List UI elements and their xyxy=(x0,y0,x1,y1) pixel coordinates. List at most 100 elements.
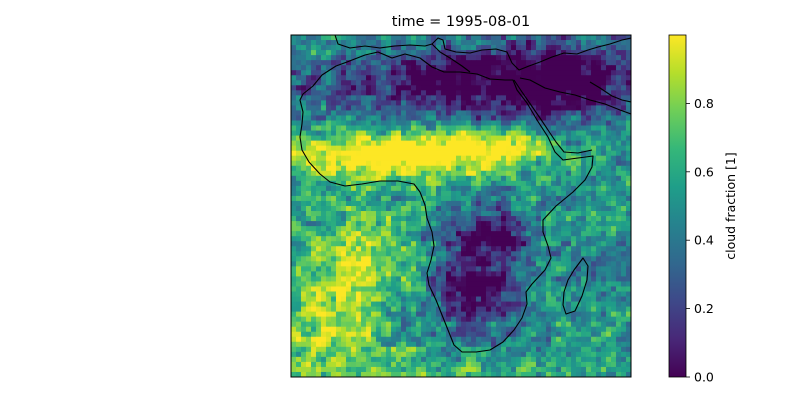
grid-cell xyxy=(301,256,307,262)
grid-cell xyxy=(421,236,427,242)
grid-cell xyxy=(291,236,297,242)
grid-cell xyxy=(571,150,577,157)
grid-cell xyxy=(571,130,577,136)
grid-cell xyxy=(356,241,362,247)
grid-cell xyxy=(386,155,392,162)
grid-cell xyxy=(591,331,597,338)
grid-cell xyxy=(311,306,317,313)
grid-cell xyxy=(521,180,527,187)
grid-cell xyxy=(566,231,572,237)
grid-cell xyxy=(341,90,347,96)
grid-cell xyxy=(346,326,352,333)
grid-cell xyxy=(381,251,387,257)
grid-cell xyxy=(361,145,367,152)
grid-cell xyxy=(621,145,627,152)
grid-cell xyxy=(506,145,512,152)
grid-cell xyxy=(501,236,507,242)
grid-cell xyxy=(381,120,387,126)
grid-cell xyxy=(311,266,317,272)
grid-cell xyxy=(301,371,307,377)
grid-cell xyxy=(581,135,587,142)
grid-cell xyxy=(616,95,622,101)
grid-cell xyxy=(311,296,317,302)
grid-cell xyxy=(511,170,517,177)
grid-cell xyxy=(346,331,352,338)
grid-cell xyxy=(371,170,377,177)
grid-cell xyxy=(296,301,302,307)
grid-cell xyxy=(526,50,532,56)
grid-cell xyxy=(481,45,487,51)
grid-cell xyxy=(341,75,347,81)
grid-cell xyxy=(471,200,477,207)
grid-cell xyxy=(456,65,462,71)
grid-cell xyxy=(511,266,517,272)
grid-cell xyxy=(391,296,397,302)
grid-cell xyxy=(401,35,407,41)
grid-cell xyxy=(626,216,631,222)
grid-cell xyxy=(331,291,337,297)
grid-cell xyxy=(456,216,462,222)
grid-cell xyxy=(391,371,397,377)
grid-cell xyxy=(326,80,332,86)
grid-cell xyxy=(531,361,537,368)
grid-cell xyxy=(571,35,577,41)
grid-cell xyxy=(446,145,452,152)
grid-cell xyxy=(581,80,587,86)
grid-cell xyxy=(481,115,487,121)
grid-cell xyxy=(601,180,607,187)
grid-cell xyxy=(506,281,512,287)
grid-cell xyxy=(311,135,317,142)
grid-cell xyxy=(556,221,562,227)
grid-cell xyxy=(316,306,322,313)
grid-cell xyxy=(541,311,547,318)
grid-cell xyxy=(596,301,602,307)
grid-cell xyxy=(321,55,327,61)
grid-cell xyxy=(401,356,407,363)
grid-cell xyxy=(466,60,472,66)
grid-cell xyxy=(501,241,507,247)
grid-cell xyxy=(571,261,577,267)
grid-cell xyxy=(521,100,527,106)
grid-cell xyxy=(381,200,387,207)
grid-cell xyxy=(301,311,307,318)
grid-cell xyxy=(551,110,557,116)
grid-cell xyxy=(556,185,562,192)
grid-cell xyxy=(516,226,522,232)
grid-cell xyxy=(561,221,567,227)
grid-cell xyxy=(351,95,357,101)
grid-cell xyxy=(421,361,427,368)
grid-cell xyxy=(516,331,522,338)
grid-cell xyxy=(291,266,297,272)
grid-cell xyxy=(546,276,552,282)
grid-cell xyxy=(521,120,527,126)
grid-cell xyxy=(571,226,577,232)
grid-cell xyxy=(526,85,532,91)
grid-cell xyxy=(381,231,387,237)
grid-cell xyxy=(361,216,367,222)
grid-cell xyxy=(531,296,537,302)
grid-cell xyxy=(501,206,507,212)
grid-cell xyxy=(466,155,472,162)
grid-cell xyxy=(346,160,352,167)
grid-cell xyxy=(581,356,587,363)
grid-cell xyxy=(296,175,302,182)
grid-cell xyxy=(446,75,452,81)
grid-cell xyxy=(471,336,477,343)
grid-cell xyxy=(596,75,602,81)
grid-cell xyxy=(356,256,362,262)
grid-cell xyxy=(316,301,322,307)
grid-cell xyxy=(311,50,317,56)
grid-cell xyxy=(506,221,512,227)
grid-cell xyxy=(361,55,367,61)
grid-cell xyxy=(541,351,547,358)
grid-cell xyxy=(541,160,547,167)
grid-cell xyxy=(401,70,407,76)
grid-cell xyxy=(371,125,377,131)
grid-cell xyxy=(616,326,622,333)
grid-cell xyxy=(386,130,392,136)
grid-cell xyxy=(356,170,362,177)
grid-cell xyxy=(561,216,567,222)
grid-cell xyxy=(451,60,457,66)
grid-cell xyxy=(571,216,577,222)
grid-cell xyxy=(536,165,542,172)
